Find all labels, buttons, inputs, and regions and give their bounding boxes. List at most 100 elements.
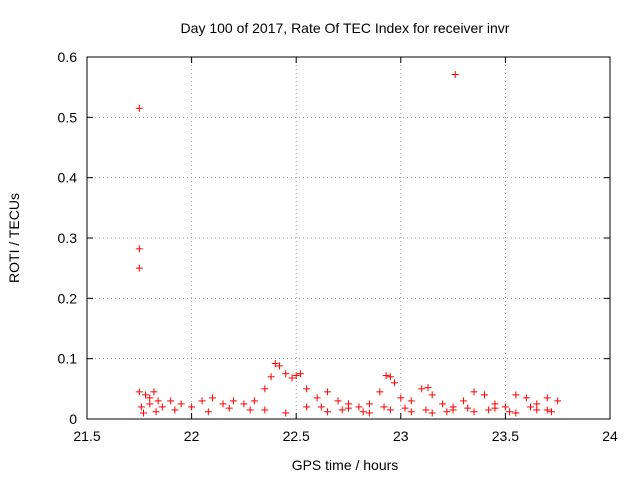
y-tick-label: 0.6 [58,49,78,65]
data-point [246,406,254,414]
data-point [198,397,206,405]
y-tick-label: 0.3 [58,230,78,246]
data-point [303,385,311,393]
data-point [451,70,459,78]
data-point [506,408,514,416]
x-tick-label: 23.5 [492,428,519,444]
data-point [282,409,290,417]
data-point [177,400,185,408]
data-point [135,104,143,112]
x-tick-label: 24 [602,428,618,444]
data-point [470,388,478,396]
data-point [150,388,158,396]
data-point [250,397,258,405]
data-point [135,245,143,253]
data-point [391,379,399,387]
data-point [146,400,154,408]
data-point [424,384,432,392]
data-point [158,403,166,411]
data-point [382,372,390,380]
data-point [533,400,541,408]
data-point [512,391,520,399]
data-point [380,403,388,411]
chart-title: Day 100 of 2017, Rate Of TEC Index for r… [181,20,510,36]
data-point [386,373,394,381]
plot-frame [86,56,611,420]
data-point [167,397,175,405]
data-point [418,385,426,393]
data-point [407,408,415,416]
data-point [261,406,269,414]
data-point [543,406,551,414]
data-point [428,391,436,399]
data-point [275,362,283,370]
data-point [271,359,279,367]
x-axis-label: GPS time / hours [292,457,399,473]
data-point [401,404,409,412]
data-point [491,404,499,412]
x-tick-label: 21.5 [73,428,100,444]
data-point [355,403,363,411]
data-point [225,404,233,412]
data-point [439,400,447,408]
data-point [480,391,488,399]
data-point [386,406,394,414]
data-point [460,397,468,405]
data-point [449,406,457,414]
data-point [240,400,248,408]
data-point [324,388,332,396]
data-point [209,394,217,402]
y-tick-label: 0.1 [58,351,78,367]
data-point [554,397,562,405]
data-point [288,374,296,382]
data-point [365,409,373,417]
data-point [171,406,179,414]
data-point [135,264,143,272]
data-point [139,409,147,417]
data-point [317,403,325,411]
data-layer [135,70,562,417]
data-point [533,406,541,414]
data-point [470,408,478,416]
data-point [543,394,551,402]
data-point [146,394,154,402]
data-point [135,388,143,396]
data-point [443,408,451,416]
data-point [324,408,332,416]
data-point [152,408,160,416]
data-point [204,408,212,416]
data-point [522,394,530,402]
x-tick-label: 22.5 [283,428,310,444]
data-point [359,408,367,416]
data-point [512,409,520,417]
x-tick-label: 23 [393,428,409,444]
y-axis-label: ROTI / TECUs [6,193,22,283]
y-tick-label: 0.4 [58,170,78,186]
data-point [154,397,162,405]
data-point [464,404,472,412]
data-point [547,408,555,416]
data-point [261,385,269,393]
data-point [282,370,290,378]
tick-label-layer: 21.5 22 22.5 23 23.5 24 0 0.1 0.2 0.3 0.4 0.5 0.6 [58,49,618,444]
data-point [338,406,346,414]
data-point [137,403,145,411]
y-tick-label: 0 [69,411,77,427]
data-point [397,394,405,402]
data-point [365,400,373,408]
data-point [142,391,150,399]
y-tick-label: 0.2 [58,290,78,306]
data-point [407,397,415,405]
data-point [527,403,535,411]
y-tick-label: 0.5 [58,109,78,125]
data-point [188,403,196,411]
grid-layer [87,57,610,419]
data-point [229,397,237,405]
data-point [219,400,227,408]
data-point [345,404,352,412]
data-point [501,403,509,411]
data-point [376,388,384,396]
data-point [485,406,493,414]
data-point [334,397,342,405]
